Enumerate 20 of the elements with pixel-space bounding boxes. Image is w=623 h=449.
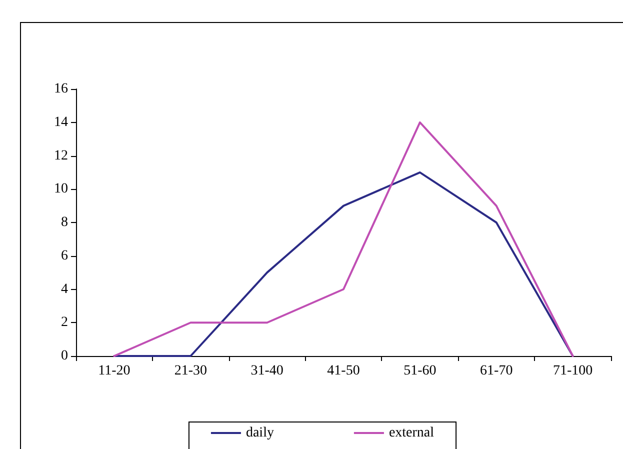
y-tick-label: 14 — [54, 114, 68, 130]
y-tick-label: 10 — [54, 182, 68, 197]
line-series — [113, 171, 574, 357]
y-tick-label: 6 — [61, 248, 68, 264]
x-tick-label: 71-100 — [552, 364, 593, 378]
line-series — [113, 121, 574, 357]
y-tick-label: 2 — [61, 315, 68, 330]
y-tick-label: 16 — [54, 82, 68, 96]
y-tick-label: 0 — [61, 348, 68, 364]
x-tick-label: 61-70 — [480, 364, 513, 378]
y-tick-label: 4 — [61, 282, 68, 297]
x-tick-label: 41-50 — [327, 364, 360, 378]
x-tick-label: 51-60 — [404, 364, 436, 378]
legend-label: external — [388, 426, 434, 440]
y-tick-label: 8 — [61, 215, 68, 230]
x-tick-label: 11-20 — [98, 364, 130, 378]
legend-label: daily — [246, 426, 274, 440]
x-tick-label: 31-40 — [250, 364, 284, 378]
x-tick-label: 21-30 — [174, 364, 207, 378]
y-tick-label: 12 — [54, 148, 68, 164]
